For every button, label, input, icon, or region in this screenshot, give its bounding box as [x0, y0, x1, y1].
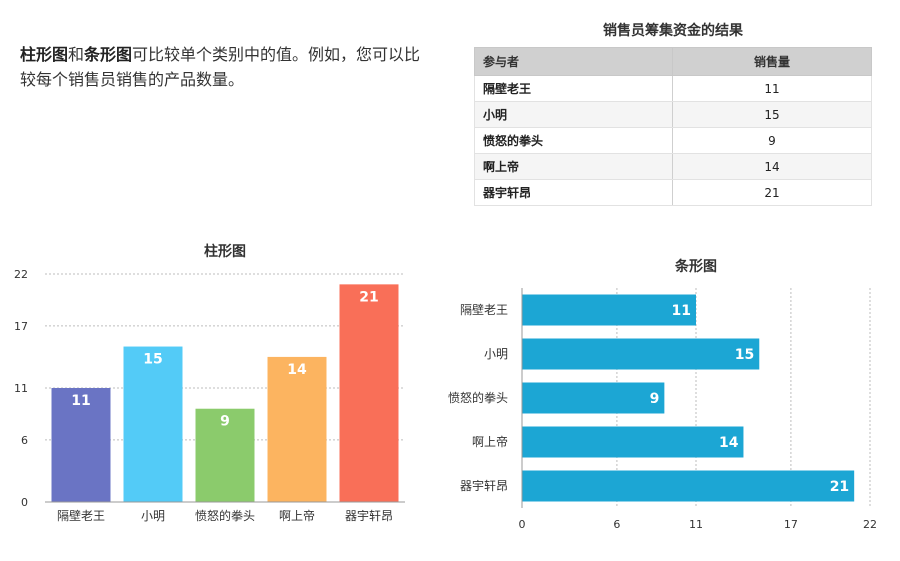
column-data-label: 11 — [71, 393, 90, 409]
column-category-label: 小明 — [141, 509, 165, 523]
column-data-label: 14 — [287, 362, 307, 378]
bar-category-label: 器宇轩昂 — [460, 479, 508, 493]
column-data-label: 15 — [143, 352, 162, 368]
bar-data-label: 9 — [650, 391, 660, 407]
bar-x-tick-label: 11 — [689, 518, 703, 531]
intro-term-column-chart: 柱形图 — [20, 45, 69, 64]
intro-body: 可比较单个类别中的值。例如，您可以比较每个销售员销售的产品数量。 — [20, 45, 421, 89]
bar-data-label: 11 — [672, 303, 691, 319]
row-name: 器宇轩昂 — [474, 179, 673, 206]
column-bar — [267, 356, 327, 502]
row-name: 愤怒的拳头 — [474, 127, 673, 154]
column-y-tick-label: 6 — [21, 434, 28, 447]
sales-table: 参与者 销售量 隔壁老王 11 小明 15 愤怒的拳头 9 啊上帝 14 器宇轩… — [474, 47, 872, 206]
bar-category-label: 隔壁老王 — [460, 302, 508, 317]
bar-x-tick-label: 17 — [784, 518, 798, 531]
bar-bar — [522, 426, 744, 458]
column-y-tick-label: 11 — [14, 382, 28, 395]
column-bar — [339, 284, 399, 502]
column-category-label: 隔壁老王 — [57, 508, 105, 523]
column-bar — [195, 408, 255, 502]
row-name: 小明 — [474, 101, 673, 128]
column-bar — [51, 388, 111, 502]
bar-bar — [522, 338, 760, 370]
bar-x-tick-label: 0 — [519, 518, 526, 531]
bar-category-label: 愤怒的拳头 — [448, 390, 508, 405]
column-category-label: 啊上帝 — [279, 508, 315, 523]
bar-x-tick-label: 6 — [613, 518, 620, 531]
column-bar — [123, 346, 183, 502]
bar-bar — [522, 382, 665, 414]
row-value: 14 — [672, 153, 872, 180]
column-data-label: 21 — [359, 289, 378, 305]
bar-data-label: 14 — [719, 435, 739, 451]
intro-text: 柱形图和条形图可比较单个类别中的值。例如，您可以比较每个销售员销售的产品数量。 — [20, 42, 430, 92]
bar-data-label: 21 — [830, 479, 849, 495]
row-value: 15 — [672, 101, 872, 128]
column-y-tick-label: 17 — [14, 320, 28, 333]
row-name: 啊上帝 — [474, 153, 673, 180]
table-row: 器宇轩昂 21 — [474, 179, 872, 206]
column-chart-title: 柱形图 — [204, 244, 246, 260]
column-data-label: 9 — [220, 414, 230, 430]
intro-term-bar-chart: 条形图 — [84, 45, 133, 64]
bar-bar — [522, 294, 696, 326]
column-category-label: 器宇轩昂 — [345, 509, 393, 523]
bar-category-label: 小明 — [484, 347, 508, 361]
column-y-tick-label: 0 — [21, 496, 28, 509]
table-title: 销售员筹集资金的结果 — [603, 23, 743, 39]
bar-x-tick-label: 22 — [863, 518, 877, 531]
bar-category-label: 啊上帝 — [472, 434, 508, 449]
table-row: 啊上帝 14 — [474, 153, 872, 180]
bar-data-label: 15 — [735, 347, 754, 363]
intro-conjunction: 和 — [68, 45, 85, 64]
column-category-label: 愤怒的拳头 — [195, 508, 255, 523]
column-y-tick-label: 22 — [14, 268, 28, 281]
bar-chart-title: 条形图 — [675, 259, 717, 275]
table-row: 小明 15 — [474, 101, 872, 128]
bar-bar — [522, 470, 855, 502]
row-value: 21 — [672, 179, 872, 206]
